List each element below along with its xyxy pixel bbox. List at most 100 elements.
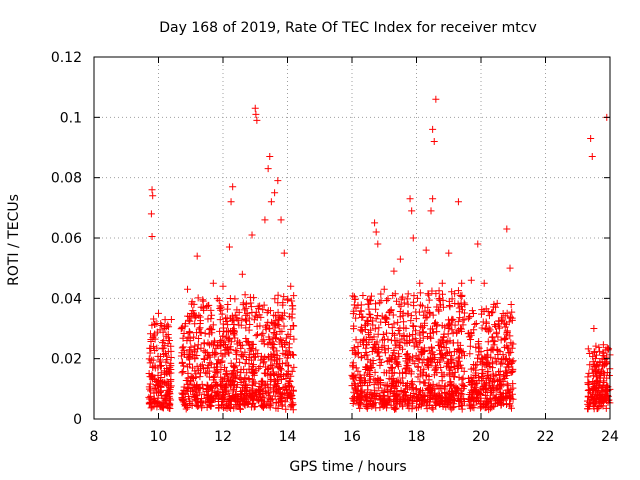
data-point: [410, 302, 418, 310]
data-point: [425, 308, 433, 316]
data-point: [185, 316, 193, 324]
data-point: [357, 401, 365, 409]
data-point: [268, 362, 276, 370]
data-point-outlier: [264, 165, 272, 173]
data-point-outlier: [480, 279, 488, 287]
data-point: [496, 324, 504, 332]
data-point: [506, 400, 514, 408]
data-point: [167, 382, 175, 390]
data-point: [498, 359, 506, 367]
data-point: [467, 373, 475, 381]
data-point: [162, 332, 170, 340]
data-point: [255, 395, 263, 403]
data-point: [415, 308, 423, 316]
data-point: [191, 342, 199, 350]
x-tick-label: 20: [472, 429, 490, 445]
data-point: [163, 378, 171, 386]
data-point: [428, 287, 436, 295]
data-point: [227, 359, 235, 367]
data-point: [445, 301, 453, 309]
data-point: [151, 364, 159, 372]
data-point-outlier: [438, 279, 446, 287]
data-point: [184, 312, 192, 320]
data-point: [421, 319, 429, 327]
data-point: [261, 353, 269, 361]
data-point: [354, 367, 362, 375]
data-point-outlier: [380, 285, 388, 293]
data-point-outlier: [409, 234, 417, 242]
data-point: [211, 351, 219, 359]
data-point: [385, 320, 393, 328]
data-point: [352, 364, 360, 372]
data-point: [289, 322, 297, 329]
data-point: [229, 387, 237, 395]
data-point: [455, 392, 463, 400]
data-point: [421, 379, 429, 387]
data-point: [279, 299, 287, 307]
data-point: [371, 368, 379, 376]
data-point: [161, 349, 169, 357]
data-point: [246, 321, 254, 329]
data-point: [280, 309, 288, 317]
data-point: [269, 335, 277, 343]
data-point: [204, 301, 212, 309]
data-point: [396, 400, 404, 408]
data-point: [216, 316, 224, 324]
data-point: [500, 335, 508, 343]
data-point: [439, 303, 447, 311]
data-point: [214, 369, 222, 377]
data-point: [199, 303, 207, 311]
data-point: [589, 358, 597, 366]
data-point: [469, 393, 477, 401]
data-point: [154, 394, 162, 402]
data-point: [363, 363, 371, 371]
data-point: [212, 391, 220, 399]
data-point: [290, 292, 298, 300]
data-point: [233, 368, 241, 376]
data-point: [357, 323, 365, 331]
data-point: [200, 390, 208, 398]
data-point: [202, 385, 210, 393]
x-tick-label: 18: [408, 429, 426, 445]
data-point: [262, 380, 270, 388]
data-point: [487, 346, 495, 354]
data-point: [145, 399, 153, 407]
data-point: [364, 318, 372, 326]
data-point: [221, 403, 229, 411]
data-point: [226, 335, 234, 343]
data-point: [371, 325, 379, 333]
data-point: [190, 381, 198, 389]
data-point: [416, 378, 424, 386]
data-point: [218, 376, 226, 384]
data-point: [491, 394, 499, 402]
data-point: [237, 342, 245, 350]
data-point: [228, 394, 236, 402]
data-point: [424, 290, 432, 298]
data-point: [454, 345, 462, 353]
data-point: [203, 302, 211, 310]
data-point: [455, 308, 463, 316]
data-point: [454, 339, 462, 347]
data-point: [179, 398, 187, 406]
data-point: [509, 367, 517, 375]
data-point: [483, 346, 491, 354]
data-point: [503, 328, 511, 336]
data-point: [401, 388, 409, 396]
data-point: [363, 316, 371, 324]
data-point: [149, 372, 157, 380]
data-point: [269, 370, 277, 378]
data-point: [502, 369, 510, 377]
data-point: [268, 339, 276, 347]
data-point: [356, 390, 364, 398]
data-point: [470, 326, 478, 334]
data-point-outlier: [271, 189, 279, 197]
data-point: [147, 337, 155, 345]
data-point: [349, 292, 357, 300]
data-point: [361, 351, 369, 359]
data-point: [489, 308, 497, 316]
data-point: [429, 311, 437, 319]
data-point: [160, 378, 168, 386]
data-point: [162, 358, 170, 366]
data-point: [420, 344, 428, 352]
